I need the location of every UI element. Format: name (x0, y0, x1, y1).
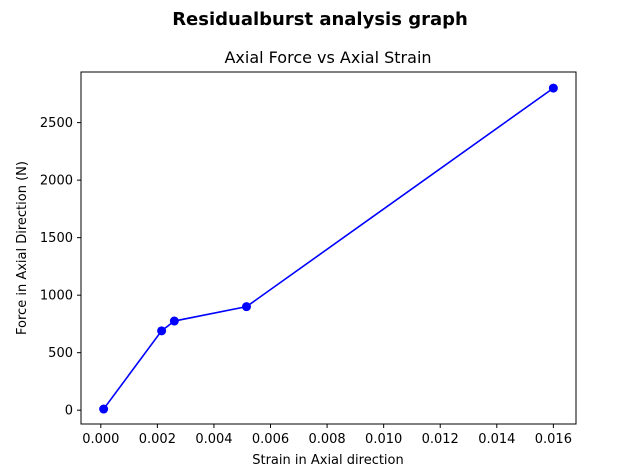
x-tick-label: 0.016 (535, 432, 572, 447)
y-tick-label: 500 (48, 346, 73, 361)
data-point (169, 316, 179, 326)
tick-layer: 0.000 0.002 0.004 0.006 0.008 0.010 0.012 0.014… (40, 116, 572, 447)
x-tick-label: 0.014 (478, 432, 515, 447)
data-point (241, 302, 251, 312)
data-point (157, 326, 167, 336)
x-tick-label: 0.004 (195, 432, 232, 447)
data-point (548, 83, 558, 93)
y-tick-label: 2000 (40, 174, 73, 189)
y-tick-label: 2500 (40, 116, 73, 131)
data-point (99, 404, 109, 414)
series-layer (99, 83, 558, 414)
x-axis-label: Strain in Axial direction (252, 453, 404, 468)
figure-suptitle: Residualburst analysis graph (172, 9, 468, 30)
x-tick-label: 0.012 (422, 432, 459, 447)
y-tick-label: 1000 (40, 289, 73, 304)
x-tick-label: 0.006 (252, 432, 289, 447)
plot-frame (80, 71, 577, 425)
x-tick-label: 0.000 (82, 432, 119, 447)
chart-title: Axial Force vs Axial Strain (224, 48, 431, 67)
x-tick-label: 0.008 (308, 432, 345, 447)
y-tick-label: 1500 (40, 231, 73, 246)
y-axis-label: Force in Axial Direction (N) (15, 161, 30, 335)
x-tick-label: 0.002 (139, 432, 176, 447)
y-tick-label: 0 (65, 404, 73, 419)
x-tick-label: 0.010 (365, 432, 402, 447)
